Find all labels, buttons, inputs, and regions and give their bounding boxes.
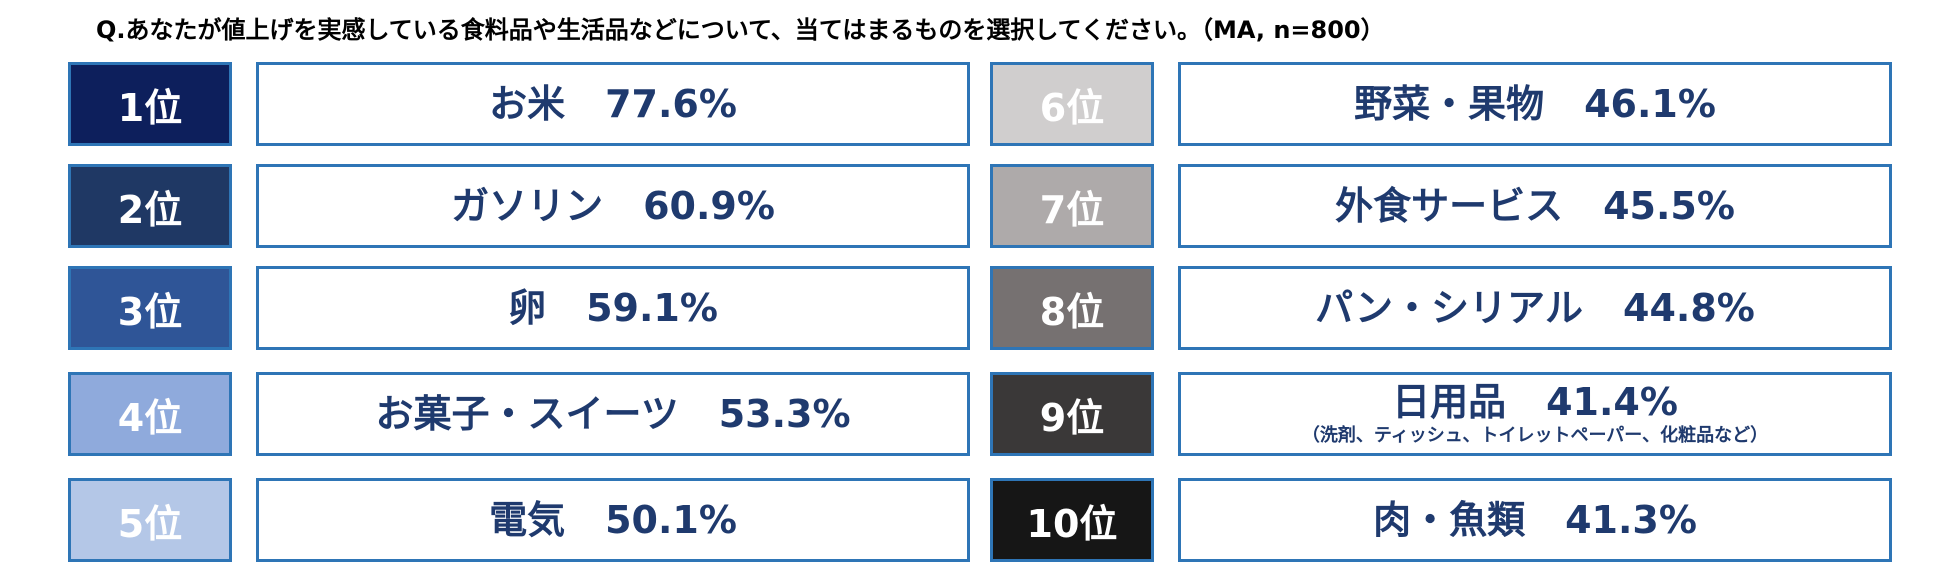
ranking-item: お米 77.6% [256, 62, 970, 146]
rank-badge: 3位 [68, 266, 232, 350]
item-main-line: 肉・魚類 41.3% [1373, 498, 1697, 542]
item-main-line: ガソリン 60.9% [451, 184, 775, 228]
item-name: 電気 [489, 498, 566, 542]
item-value: 41.3% [1565, 498, 1697, 542]
item-main-line: 電気 50.1% [489, 498, 737, 542]
item-value: 60.9% [643, 184, 775, 228]
rank-badge: 7位 [990, 164, 1154, 248]
item-name: 卵 [508, 286, 547, 330]
item-value: 77.6% [605, 82, 737, 126]
item-main-line: パン・シリアル 44.8% [1315, 286, 1755, 330]
item-main-line: 卵 59.1% [508, 286, 718, 330]
item-name: 外食サービス [1335, 184, 1564, 228]
item-name: 肉・魚類 [1373, 498, 1526, 542]
ranking-item: お菓子・スイーツ 53.3% [256, 372, 970, 456]
item-name: パン・シリアル [1315, 286, 1584, 330]
item-value: 50.1% [605, 498, 737, 542]
ranking-item: 野菜・果物 46.1% [1178, 62, 1892, 146]
item-name: お菓子・スイーツ [375, 392, 679, 436]
item-name: 日用品 [1392, 380, 1507, 424]
item-main-line: 日用品 41.4% [1392, 380, 1678, 424]
item-value: 45.5% [1603, 184, 1735, 228]
ranking-item: 卵 59.1% [256, 266, 970, 350]
item-value: 46.1% [1584, 82, 1716, 126]
ranking-item: 電気 50.1% [256, 478, 970, 562]
ranking-item: パン・シリアル 44.8% [1178, 266, 1892, 350]
rank-badge: 2位 [68, 164, 232, 248]
item-value: 41.4% [1546, 380, 1678, 424]
item-main-line: 外食サービス 45.5% [1335, 184, 1735, 228]
rank-badge: 4位 [68, 372, 232, 456]
rank-badge: 1位 [68, 62, 232, 146]
rank-badge: 8位 [990, 266, 1154, 350]
ranking-item: 肉・魚類 41.3% [1178, 478, 1892, 562]
item-value: 44.8% [1623, 286, 1755, 330]
item-name: ガソリン [451, 184, 604, 228]
rank-badge: 9位 [990, 372, 1154, 456]
item-value: 53.3% [718, 392, 851, 436]
ranking-item: ガソリン 60.9% [256, 164, 970, 248]
ranking-item: 日用品 41.4% （洗剤、ティッシュ、トイレットペーパー、化粧品など） [1178, 372, 1892, 456]
item-main-line: 野菜・果物 46.1% [1354, 82, 1716, 126]
item-note: （洗剤、ティッシュ、トイレットペーパー、化粧品など） [1301, 425, 1769, 446]
item-main-line: お米 77.6% [489, 82, 737, 126]
rank-badge: 10位 [990, 478, 1154, 562]
item-value: 59.1% [586, 286, 718, 330]
item-name: 野菜・果物 [1354, 82, 1545, 126]
item-name: お米 [489, 82, 566, 126]
rank-badge: 5位 [68, 478, 232, 562]
ranking-item: 外食サービス 45.5% [1178, 164, 1892, 248]
rank-badge: 6位 [990, 62, 1154, 146]
question-text: Q.あなたが値上げを実感している食料品や生活品などについて、当てはまるものを選択… [96, 16, 1385, 44]
item-main-line: お菓子・スイーツ 53.3% [375, 392, 850, 436]
